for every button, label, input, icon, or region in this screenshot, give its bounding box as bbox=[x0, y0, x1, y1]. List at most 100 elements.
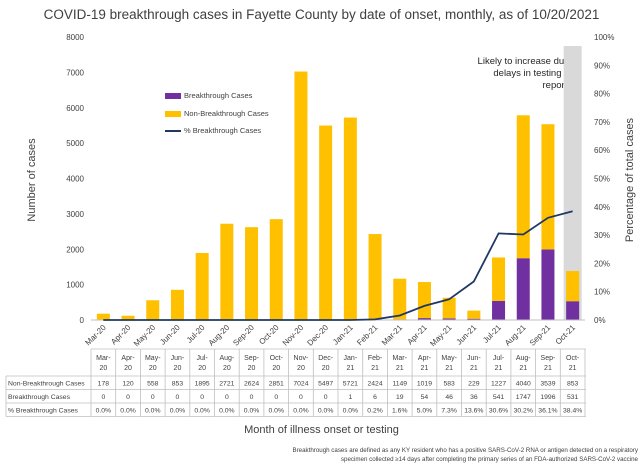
y-left-tick-label: 7000 bbox=[66, 68, 84, 77]
table-header-month: Jun- bbox=[467, 355, 481, 362]
y-right-tick-label: 80% bbox=[594, 90, 610, 99]
delay-annotation: Likely to increase due to delays in test… bbox=[477, 56, 580, 91]
table-cell: 0 bbox=[225, 394, 229, 401]
table-cell: 531 bbox=[567, 394, 579, 401]
bar-non-breakthrough-aug-20 bbox=[220, 223, 234, 320]
bar-non-breakthrough-dec-20 bbox=[319, 125, 333, 320]
table-cell: 0 bbox=[200, 394, 204, 401]
table-header-year: 20 bbox=[297, 365, 305, 372]
table-header-year: 21 bbox=[519, 365, 527, 372]
y-right-tick-label: 90% bbox=[594, 61, 610, 70]
bar-non-breakthrough-jun-20 bbox=[170, 289, 184, 320]
y-left-tick-label: 1000 bbox=[66, 281, 84, 290]
bar-non-breakthrough-jan-21 bbox=[343, 117, 357, 320]
table-cell: 5721 bbox=[343, 381, 358, 388]
bar-non-breakthrough-sep-20 bbox=[245, 227, 259, 320]
table-cell: 5.0% bbox=[417, 408, 433, 415]
bar-non-breakthrough-sep-21 bbox=[541, 124, 555, 250]
table-header-month: Aug- bbox=[219, 355, 234, 362]
table-header-month: Jun- bbox=[171, 355, 185, 362]
table-cell: 541 bbox=[493, 394, 505, 401]
table-cell: 30.2% bbox=[514, 408, 533, 415]
legend-label-1: Non-Breakthrough Cases bbox=[184, 109, 269, 118]
highlight-band-oct-21 bbox=[563, 46, 582, 320]
table-cell: 13.6% bbox=[464, 408, 483, 415]
legend-swatch-0 bbox=[165, 93, 181, 99]
table-cell: 0 bbox=[151, 394, 155, 401]
bar-non-breakthrough-oct-20 bbox=[269, 219, 283, 320]
x-tick-label: Aug-20 bbox=[207, 323, 232, 348]
y-right-tick-label: 70% bbox=[594, 118, 610, 127]
bar-non-breakthrough-feb-21 bbox=[368, 234, 382, 320]
x-tick-label: Aug-21 bbox=[503, 323, 528, 348]
y-right-tick-label: 0% bbox=[594, 316, 606, 325]
table-row-label: Non-Breakthrough Cases bbox=[8, 381, 85, 388]
table-row-label: Breakthrough Cases bbox=[8, 394, 71, 401]
x-tick-label: Sep-21 bbox=[528, 323, 553, 348]
legend-label-2: % Breakthrough Cases bbox=[184, 126, 261, 135]
table-header-year: 21 bbox=[470, 365, 478, 372]
table-cell: 5497 bbox=[318, 381, 333, 388]
table-header-year: 21 bbox=[495, 365, 503, 372]
x-tick-label: Dec-20 bbox=[305, 323, 330, 348]
table-cell: 120 bbox=[122, 381, 134, 388]
x-tick-label: Jul-20 bbox=[185, 323, 207, 345]
table-cell: 0.0% bbox=[244, 408, 260, 415]
table-header-year: 20 bbox=[322, 365, 330, 372]
table-header-year: 20 bbox=[124, 365, 132, 372]
legend-swatch-1 bbox=[165, 111, 181, 117]
table-cell: 3539 bbox=[540, 381, 555, 388]
table-cell: 853 bbox=[567, 381, 579, 388]
y-left-tick-label: 2000 bbox=[66, 245, 84, 254]
table-header-month: Sep- bbox=[244, 355, 259, 362]
x-tick-label: Oct-21 bbox=[554, 323, 578, 347]
table-header-month: Apr- bbox=[121, 355, 135, 362]
table-cell: 0.0% bbox=[96, 408, 112, 415]
bar-breakthrough-oct-21 bbox=[566, 301, 580, 320]
x-tick-label: Jun-20 bbox=[158, 323, 182, 347]
bar-non-breakthrough-may-21 bbox=[442, 297, 456, 319]
bar-non-breakthrough-mar-20 bbox=[96, 313, 110, 320]
x-tick-label: Jan-21 bbox=[331, 323, 355, 347]
table-cell: 558 bbox=[147, 381, 159, 388]
table-cell: 2721 bbox=[219, 381, 234, 388]
table-cell: 36.1% bbox=[538, 408, 557, 415]
table-header-year: 21 bbox=[569, 365, 577, 372]
table-header-month: Feb- bbox=[368, 355, 383, 362]
chart-title: COVID-19 breakthrough cases in Fayette C… bbox=[43, 7, 600, 22]
table-header-month: Oct- bbox=[270, 355, 284, 362]
table-header-month: May- bbox=[441, 355, 457, 362]
x-tick-label: Nov-20 bbox=[281, 323, 306, 348]
table-cell: 1747 bbox=[516, 394, 531, 401]
table-header-year: 21 bbox=[445, 365, 453, 372]
table-cell: 0 bbox=[101, 394, 105, 401]
table-cell: 1895 bbox=[195, 381, 210, 388]
table-cell: 36 bbox=[470, 394, 478, 401]
table-header-month: Jan- bbox=[344, 355, 358, 362]
table-cell: 0.0% bbox=[219, 408, 235, 415]
table-cell: 0 bbox=[250, 394, 254, 401]
x-tick-label: Sep-20 bbox=[231, 323, 256, 348]
table-header-month: Jul- bbox=[493, 355, 505, 362]
table-cell: 0 bbox=[126, 394, 130, 401]
table-header-year: 21 bbox=[421, 365, 429, 372]
table-cell: 7024 bbox=[293, 381, 308, 388]
table-cell: 54 bbox=[421, 394, 429, 401]
table-cell: 0 bbox=[299, 394, 303, 401]
y-left-tick-label: 0 bbox=[80, 316, 85, 325]
x-tick-label: Oct-20 bbox=[257, 323, 281, 347]
table-cell: 0 bbox=[176, 394, 180, 401]
y-right-tick-label: 20% bbox=[594, 259, 610, 268]
x-tick-label: Mar-21 bbox=[380, 323, 405, 348]
x-tick-label: May-21 bbox=[428, 323, 454, 349]
bar-non-breakthrough-nov-20 bbox=[294, 71, 308, 320]
table-header-year: 20 bbox=[174, 365, 182, 372]
bar-breakthrough-sep-21 bbox=[541, 249, 555, 320]
table-cell: 0.0% bbox=[293, 408, 309, 415]
table-cell: 0.0% bbox=[269, 408, 285, 415]
bar-non-breakthrough-oct-21 bbox=[566, 271, 580, 302]
bar-non-breakthrough-jul-20 bbox=[195, 252, 209, 320]
line-pct-breakthrough bbox=[103, 210, 573, 321]
table-header-year: 21 bbox=[396, 365, 404, 372]
table-cell: 1149 bbox=[392, 381, 407, 388]
